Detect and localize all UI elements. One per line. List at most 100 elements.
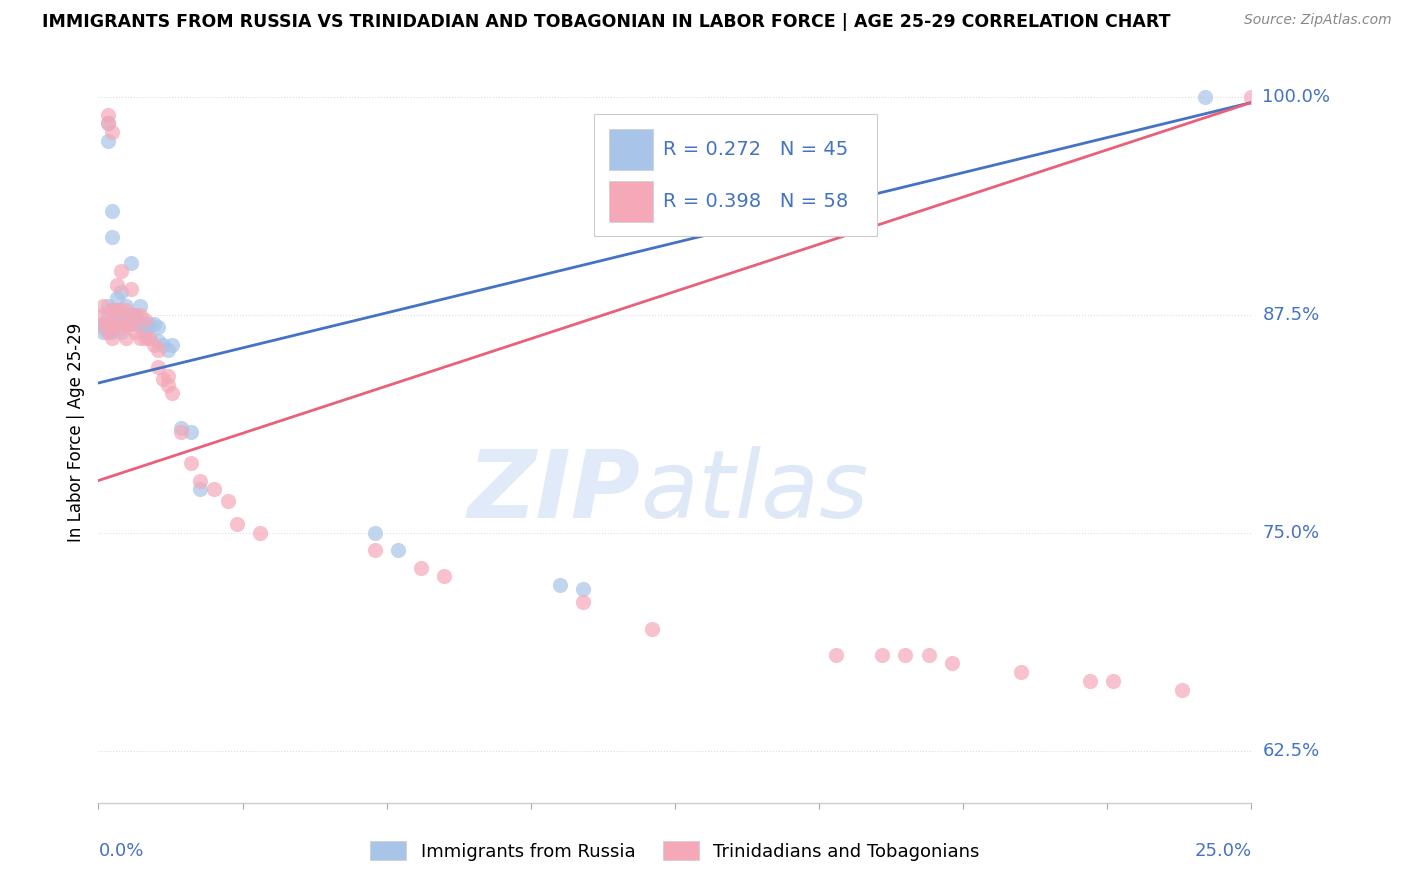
Point xyxy=(160,386,183,401)
FancyBboxPatch shape xyxy=(609,181,652,221)
Point xyxy=(97,317,120,331)
Text: IMMIGRANTS FROM RUSSIA VS TRINIDADIAN AND TOBAGONIAN IN LABOR FORCE | AGE 25-29 : IMMIGRANTS FROM RUSSIA VS TRINIDADIAN AN… xyxy=(42,13,1171,31)
Point xyxy=(1171,682,1194,697)
Point xyxy=(97,308,120,322)
Point xyxy=(91,317,114,331)
Point xyxy=(148,334,170,348)
Point xyxy=(97,299,120,313)
Point xyxy=(105,278,128,293)
Point xyxy=(101,317,124,331)
Point xyxy=(571,582,593,596)
Point xyxy=(825,648,848,662)
Point xyxy=(134,331,156,345)
Point xyxy=(115,317,138,331)
Point xyxy=(917,648,939,662)
Point xyxy=(101,331,124,345)
Point xyxy=(202,482,225,496)
Point xyxy=(91,326,114,340)
Point xyxy=(1102,673,1125,688)
Point xyxy=(91,308,114,322)
Point xyxy=(1194,90,1216,104)
Point xyxy=(115,317,138,331)
Text: 25.0%: 25.0% xyxy=(1194,842,1251,860)
Point xyxy=(120,282,142,296)
Point xyxy=(156,343,179,357)
Point xyxy=(105,302,128,317)
Point xyxy=(110,302,132,317)
Point xyxy=(142,337,165,351)
Text: 75.0%: 75.0% xyxy=(1263,524,1320,541)
Text: 62.5%: 62.5% xyxy=(1263,741,1320,760)
Point xyxy=(101,125,124,139)
Point xyxy=(148,343,170,357)
Point xyxy=(97,116,120,130)
Point xyxy=(97,326,120,340)
Point xyxy=(105,291,128,305)
Point xyxy=(97,326,120,340)
FancyBboxPatch shape xyxy=(609,129,652,169)
Point xyxy=(180,425,202,439)
Point xyxy=(225,517,247,532)
Point xyxy=(101,229,124,244)
Point xyxy=(91,299,114,313)
Point xyxy=(110,285,132,300)
Point xyxy=(129,331,152,345)
Point xyxy=(156,377,179,392)
Point xyxy=(110,308,132,322)
Point xyxy=(120,256,142,270)
Y-axis label: In Labor Force | Age 25-29: In Labor Force | Age 25-29 xyxy=(66,323,84,542)
Point xyxy=(148,360,170,375)
Point xyxy=(129,317,152,331)
Point xyxy=(97,134,120,148)
Point xyxy=(411,560,433,574)
Point xyxy=(124,308,146,322)
Point xyxy=(97,108,120,122)
Point xyxy=(101,326,124,340)
Point xyxy=(91,320,114,334)
Point xyxy=(941,657,963,671)
Point xyxy=(433,569,456,583)
Point xyxy=(101,317,124,331)
Text: atlas: atlas xyxy=(640,446,869,537)
Point xyxy=(101,302,124,317)
Point xyxy=(138,317,160,331)
Point xyxy=(120,317,142,331)
Legend: Immigrants from Russia, Trinidadians and Tobagonians: Immigrants from Russia, Trinidadians and… xyxy=(363,834,987,868)
Point xyxy=(152,372,174,386)
Point xyxy=(124,317,146,331)
Point xyxy=(124,326,146,340)
Point xyxy=(170,425,193,439)
FancyBboxPatch shape xyxy=(595,114,877,236)
Point xyxy=(105,317,128,331)
Text: Source: ZipAtlas.com: Source: ZipAtlas.com xyxy=(1244,13,1392,28)
Point xyxy=(129,308,152,322)
Point xyxy=(142,317,165,331)
Point xyxy=(110,326,132,340)
Point xyxy=(134,313,156,327)
Point xyxy=(641,622,664,636)
Point xyxy=(115,331,138,345)
Point xyxy=(97,116,120,130)
Point xyxy=(387,543,409,558)
Point xyxy=(115,302,138,317)
Point xyxy=(1240,90,1263,104)
Point xyxy=(120,308,142,322)
Point xyxy=(91,317,114,331)
Point xyxy=(101,203,124,218)
Point xyxy=(138,331,160,345)
Point xyxy=(872,648,894,662)
Point xyxy=(134,317,156,331)
Point xyxy=(894,648,917,662)
Text: 87.5%: 87.5% xyxy=(1263,306,1320,324)
Point xyxy=(1078,673,1101,688)
Point xyxy=(148,320,170,334)
Point xyxy=(548,578,571,592)
Point xyxy=(249,525,271,540)
Point xyxy=(188,474,211,488)
Point xyxy=(170,421,193,435)
Point xyxy=(134,326,156,340)
Point xyxy=(152,337,174,351)
Text: ZIP: ZIP xyxy=(467,446,640,538)
Point xyxy=(138,331,160,345)
Point xyxy=(110,264,132,278)
